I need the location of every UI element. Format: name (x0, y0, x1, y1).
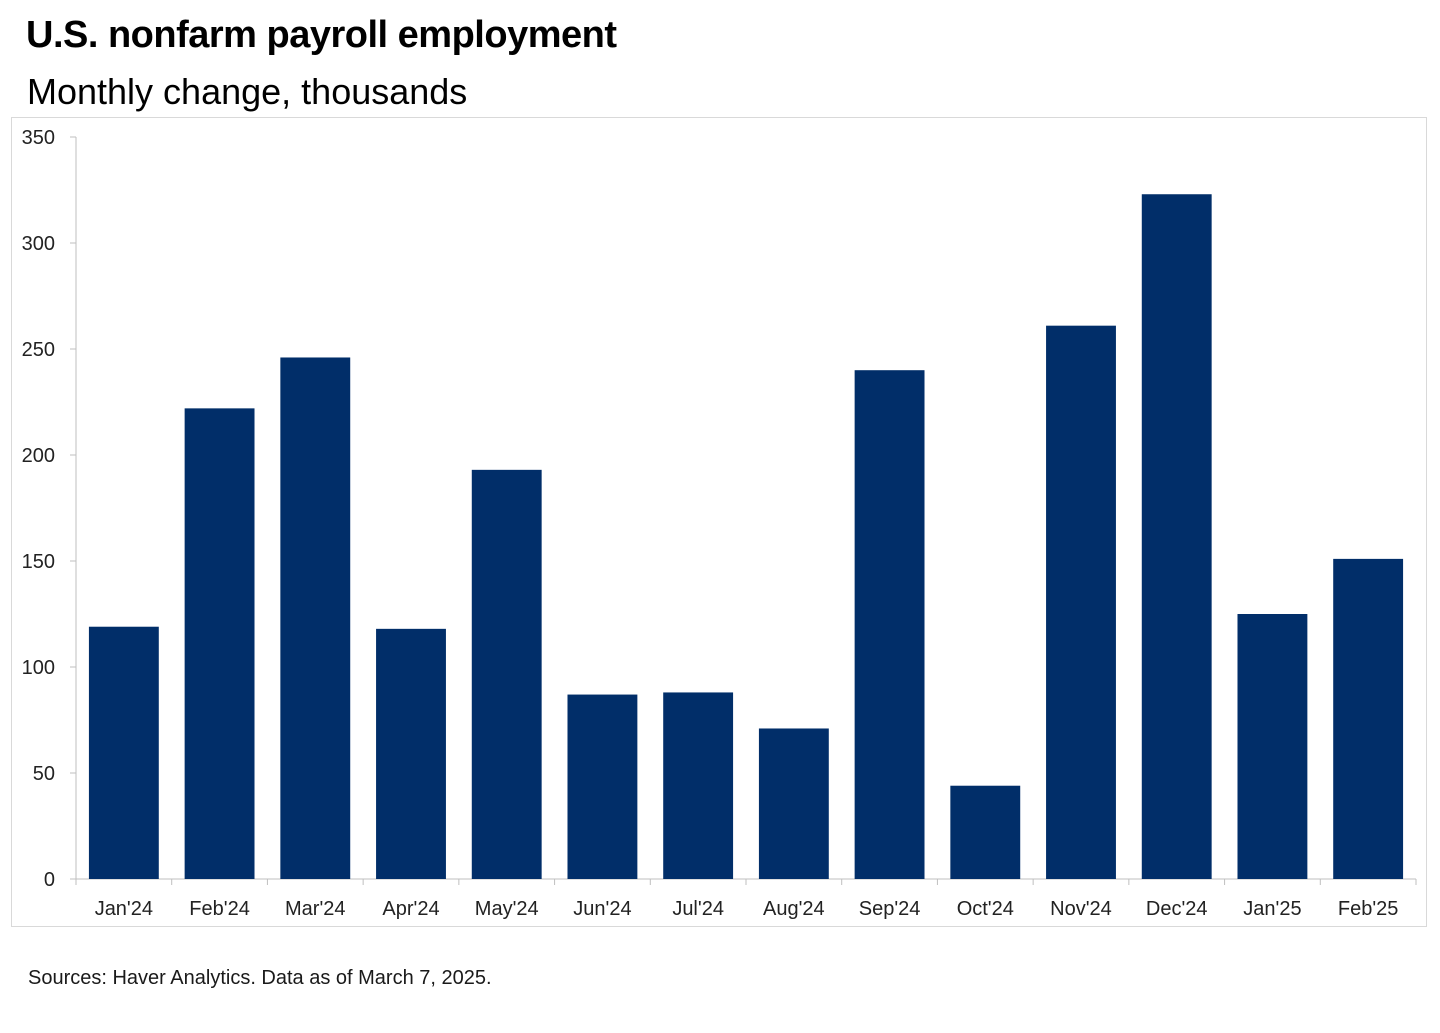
chart-subtitle: Monthly change, thousands (27, 71, 468, 112)
y-tick-label: 150 (22, 551, 55, 573)
y-axis: 0 50 100 150 200 250 300 350 (22, 127, 77, 891)
x-tick-label: Nov'24 (1050, 898, 1112, 920)
bar (1141, 194, 1212, 880)
y-tick-label: 300 (22, 233, 55, 255)
x-tick-label: Jun'24 (573, 898, 631, 920)
bar (950, 785, 1021, 879)
x-tick-label: Apr'24 (382, 898, 439, 920)
bar (567, 694, 638, 879)
x-tick-label: Dec'24 (1146, 898, 1208, 920)
source-note: Sources: Haver Analytics. Data as of Mar… (28, 967, 492, 989)
x-tick-label: Sep'24 (859, 898, 921, 920)
bar (1237, 614, 1308, 879)
bar (376, 628, 446, 879)
y-tick-label: 350 (22, 127, 55, 149)
chart-frame (11, 117, 1427, 927)
y-tick-label: 250 (22, 339, 55, 361)
y-tick-label: 200 (22, 445, 55, 467)
bar (1046, 325, 1116, 879)
bar (854, 370, 925, 879)
bar (1333, 558, 1404, 879)
bar (758, 728, 829, 879)
x-tick-label: Jan'25 (1243, 898, 1301, 920)
x-tick-label: Aug'24 (763, 898, 825, 920)
bar (280, 357, 351, 880)
x-tick-label: May'24 (475, 898, 539, 920)
x-tick-label: Jul'24 (672, 898, 724, 920)
bar (88, 626, 159, 879)
x-tick-label: Mar'24 (285, 898, 346, 920)
y-tick-label: 0 (44, 869, 55, 891)
y-tick-label: 100 (22, 657, 55, 679)
bar (184, 408, 255, 879)
bar (663, 692, 734, 879)
chart-title: U.S. nonfarm payroll employment (26, 14, 617, 56)
x-tick-label: Feb'24 (189, 898, 250, 920)
x-tick-label: Oct'24 (957, 898, 1014, 920)
x-tick-label: Jan'24 (95, 898, 153, 920)
x-tick-label: Feb'25 (1338, 898, 1399, 920)
bar-series (88, 194, 1404, 880)
bar (471, 469, 542, 879)
x-axis: Jan'24 Feb'24 Mar'24 Apr'24 May'24 Jun'24 Jul'… (75, 878, 1417, 920)
y-tick-label: 50 (33, 763, 55, 785)
